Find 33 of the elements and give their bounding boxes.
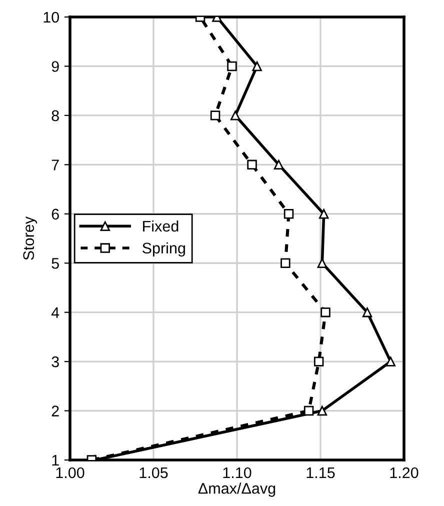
point [318, 209, 329, 219]
y-tick-label: 7 [52, 160, 59, 170]
x-tick-label: 1.05 [140, 467, 168, 478]
y-tick-label: 2 [52, 406, 59, 416]
y-tick-label: 6 [52, 208, 59, 220]
y-tick-label: 9 [52, 61, 59, 72]
point [304, 406, 314, 416]
point [230, 110, 240, 120]
point [320, 307, 330, 318]
y-tick-label: 4 [51, 307, 60, 318]
point [252, 61, 262, 72]
y-tick-label: 3 [52, 356, 59, 368]
x-tick-label: 1.20 [390, 467, 418, 478]
x-axis-title: Δmax/Δavg [198, 482, 276, 497]
point [210, 110, 220, 120]
point [247, 160, 257, 170]
point [280, 258, 290, 268]
legend-label: Fixed [143, 220, 178, 232]
y-tick-label: 10 [44, 12, 59, 23]
y-tick-label: 5 [52, 258, 59, 269]
point [362, 307, 372, 318]
x-tick-label: 1.10 [223, 467, 252, 478]
x-tick-label: 1.15 [306, 468, 335, 478]
legend-label: Spring [142, 242, 185, 257]
y-axis-title: Storey [23, 216, 38, 260]
x-tick-label: 1.00 [56, 467, 84, 478]
point [314, 356, 324, 366]
point [317, 258, 328, 268]
y-tick-label: 8 [52, 110, 59, 122]
point [227, 61, 237, 72]
point [317, 406, 328, 416]
point [284, 209, 294, 219]
y-tick-label: 1 [52, 455, 59, 466]
